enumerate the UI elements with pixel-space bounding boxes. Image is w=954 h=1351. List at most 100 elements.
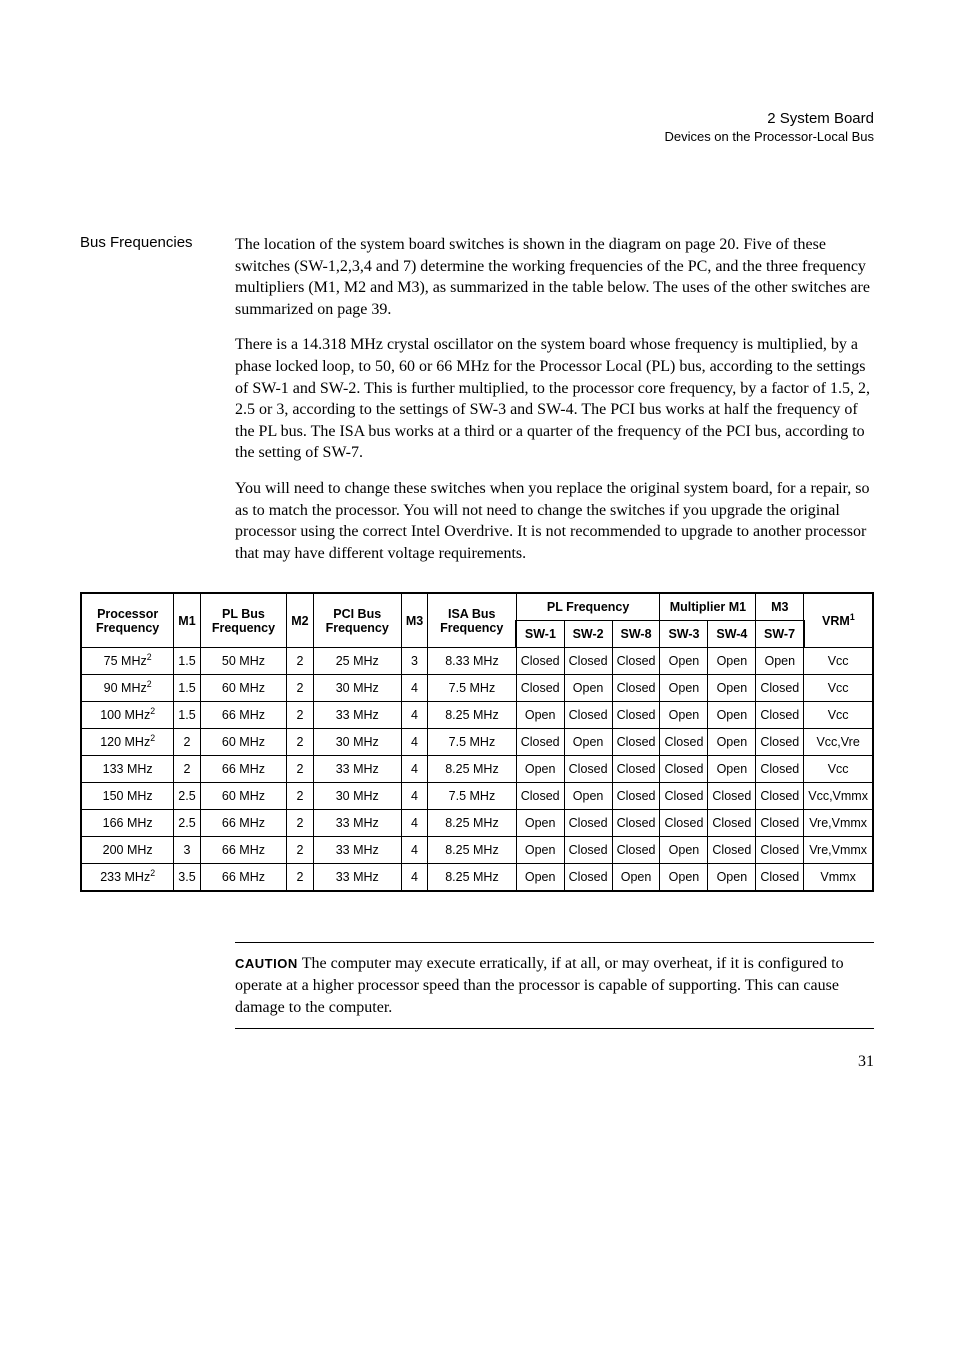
cell-sw8: Closed xyxy=(612,837,660,864)
col-m3-group: M3 xyxy=(756,593,804,621)
col-isa-bus: ISA Bus Frequency xyxy=(428,593,517,648)
cell-proc-freq: 75 MHz2 xyxy=(81,648,174,675)
cell-m2: 2 xyxy=(287,702,313,729)
col-pl-frequency: PL Frequency xyxy=(516,593,660,621)
cell-pci: 33 MHz xyxy=(313,702,401,729)
cell-sw2: Closed xyxy=(564,756,612,783)
cell-sw8: Closed xyxy=(612,783,660,810)
cell-m2: 2 xyxy=(287,648,313,675)
cell-m3: 4 xyxy=(401,756,427,783)
col-sw4: SW-4 xyxy=(708,621,756,648)
cell-m3: 4 xyxy=(401,837,427,864)
cell-sw3: Closed xyxy=(660,729,708,756)
table-row: 90 MHz21.560 MHz230 MHz47.5 MHzClosedOpe… xyxy=(81,675,873,702)
cell-proc-freq: 133 MHz xyxy=(81,756,174,783)
cell-sw8: Closed xyxy=(612,648,660,675)
cell-vrm: Vcc,Vre xyxy=(804,729,873,756)
cell-isa: 8.33 MHz xyxy=(428,648,517,675)
cell-pl: 60 MHz xyxy=(200,783,287,810)
cell-m3: 4 xyxy=(401,675,427,702)
table-row: 200 MHz366 MHz233 MHz48.25 MHzOpenClosed… xyxy=(81,837,873,864)
section-heading: Bus Frequencies xyxy=(80,234,235,251)
cell-m3: 4 xyxy=(401,864,427,892)
cell-sw3: Closed xyxy=(660,756,708,783)
cell-proc-freq: 166 MHz xyxy=(81,810,174,837)
caution-label: CAUTION xyxy=(235,956,298,971)
cell-m2: 2 xyxy=(287,783,313,810)
chapter-number: 2 xyxy=(767,110,775,127)
cell-sw4: Open xyxy=(708,702,756,729)
cell-sw4: Open xyxy=(708,756,756,783)
cell-sw7: Closed xyxy=(756,675,804,702)
cell-m2: 2 xyxy=(287,729,313,756)
cell-proc-freq: 200 MHz xyxy=(81,837,174,864)
cell-m3: 4 xyxy=(401,810,427,837)
cell-sw1: Open xyxy=(516,864,564,892)
cell-sw1: Open xyxy=(516,702,564,729)
cell-pci: 33 MHz xyxy=(313,837,401,864)
col-pl-bus: PL Bus Frequency xyxy=(200,593,287,648)
cell-m1: 1.5 xyxy=(174,648,200,675)
frequency-table: Processor Frequency M1 PL Bus Frequency … xyxy=(80,592,874,892)
cell-pci: 33 MHz xyxy=(313,864,401,892)
col-sw8: SW-8 xyxy=(612,621,660,648)
cell-vrm: Vmmx xyxy=(804,864,873,892)
col-sw7: SW-7 xyxy=(756,621,804,648)
cell-sw7: Closed xyxy=(756,702,804,729)
col-sw3: SW-3 xyxy=(660,621,708,648)
cell-proc-freq: 100 MHz2 xyxy=(81,702,174,729)
cell-sw3: Closed xyxy=(660,810,708,837)
col-multiplier-m1: Multiplier M1 xyxy=(660,593,756,621)
cell-sw3: Open xyxy=(660,702,708,729)
cell-sw1: Open xyxy=(516,756,564,783)
cell-isa: 8.25 MHz xyxy=(428,756,517,783)
cell-m3: 4 xyxy=(401,783,427,810)
cell-sw2: Closed xyxy=(564,837,612,864)
cell-sw1: Open xyxy=(516,837,564,864)
chapter-line: 2 System Board xyxy=(80,110,874,127)
table-body: 75 MHz21.550 MHz225 MHz38.33 MHzClosedCl… xyxy=(81,648,873,892)
cell-sw1: Open xyxy=(516,810,564,837)
cell-sw7: Closed xyxy=(756,810,804,837)
cell-sw7: Closed xyxy=(756,864,804,892)
cell-sw2: Open xyxy=(564,729,612,756)
cell-vrm: Vcc,Vmmx xyxy=(804,783,873,810)
cell-isa: 8.25 MHz xyxy=(428,810,517,837)
cell-sw1: Closed xyxy=(516,729,564,756)
table-row: 120 MHz2260 MHz230 MHz47.5 MHzClosedOpen… xyxy=(81,729,873,756)
cell-sw7: Closed xyxy=(756,783,804,810)
cell-sw8: Closed xyxy=(612,702,660,729)
cell-sw4: Open xyxy=(708,864,756,892)
col-vrm: VRM1 xyxy=(804,593,873,648)
cell-m1: 1.5 xyxy=(174,675,200,702)
page-container: 2 System Board Devices on the Processor-… xyxy=(0,0,954,1111)
col-pci-bus: PCI Bus Frequency xyxy=(313,593,401,648)
col-m2: M2 xyxy=(287,593,313,648)
cell-isa: 8.25 MHz xyxy=(428,837,517,864)
cell-vrm: Vcc xyxy=(804,756,873,783)
cell-pci: 30 MHz xyxy=(313,675,401,702)
col-m1: M1 xyxy=(174,593,200,648)
chapter-title: System Board xyxy=(780,110,874,127)
col-processor-frequency: Processor Frequency xyxy=(81,593,174,648)
table-row: 150 MHz2.560 MHz230 MHz47.5 MHzClosedOpe… xyxy=(81,783,873,810)
paragraph-2: There is a 14.318 MHz crystal oscillator… xyxy=(235,334,874,464)
cell-sw7: Closed xyxy=(756,729,804,756)
col-sw2: SW-2 xyxy=(564,621,612,648)
cell-m1: 2.5 xyxy=(174,810,200,837)
cell-sw7: Closed xyxy=(756,837,804,864)
table-head: Processor Frequency M1 PL Bus Frequency … xyxy=(81,593,873,648)
table-row: 100 MHz21.566 MHz233 MHz48.25 MHzOpenClo… xyxy=(81,702,873,729)
cell-m1: 3 xyxy=(174,837,200,864)
page-number: 31 xyxy=(80,1053,874,1071)
cell-sw2: Closed xyxy=(564,702,612,729)
table-row: 75 MHz21.550 MHz225 MHz38.33 MHzClosedCl… xyxy=(81,648,873,675)
cell-sw2: Closed xyxy=(564,648,612,675)
table-row: 166 MHz2.566 MHz233 MHz48.25 MHzOpenClos… xyxy=(81,810,873,837)
body-column: The location of the system board switche… xyxy=(235,234,874,578)
cell-sw8: Closed xyxy=(612,675,660,702)
cell-sw1: Closed xyxy=(516,783,564,810)
cell-vrm: Vcc xyxy=(804,648,873,675)
cell-m1: 2 xyxy=(174,729,200,756)
table-row: 233 MHz23.566 MHz233 MHz48.25 MHzOpenClo… xyxy=(81,864,873,892)
